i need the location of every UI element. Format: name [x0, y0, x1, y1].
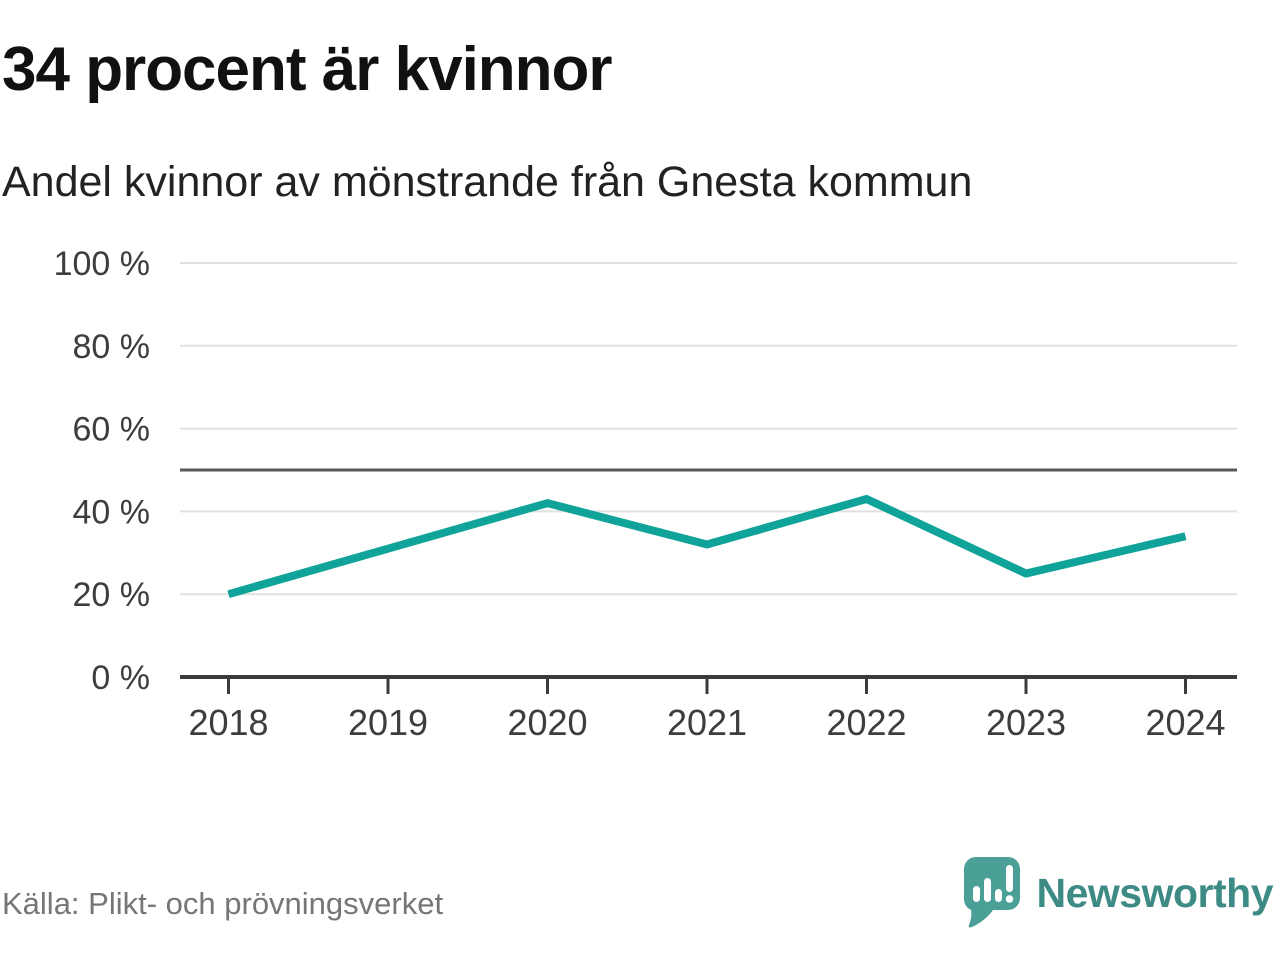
- line-chart: 2018 2019 2020 2021 2022 2023 2024 0 % 20 % 40 % 6…: [0, 238, 1280, 768]
- x-tick-label: 2019: [348, 702, 428, 743]
- newsworthy-logo-text: Newsworthy: [1036, 869, 1274, 916]
- y-tick-label: 0 %: [91, 659, 150, 697]
- newsworthy-logo-icon: [963, 857, 1020, 928]
- y-tick-label: 80 %: [73, 328, 151, 366]
- y-tick-label: 100 %: [54, 245, 150, 283]
- y-tick-label: 20 %: [73, 576, 151, 614]
- y-tick-label: 60 %: [73, 411, 151, 449]
- newsworthy-brand: Newsworthy: [963, 856, 1274, 930]
- x-tick-label: 2020: [507, 702, 587, 743]
- x-tick-label: 2022: [826, 702, 906, 743]
- x-tick-label: 2018: [188, 702, 268, 743]
- source-note: Källa: Plikt- och prövningsverket: [2, 886, 444, 921]
- x-tick-label: 2023: [986, 702, 1066, 743]
- chart-subtitle: Andel kvinnor av mönstrande från Gnesta …: [2, 158, 973, 206]
- logo-bar-3: [994, 889, 1002, 902]
- chart-title: 34 procent är kvinnor: [2, 35, 613, 104]
- x-tick-label: 2021: [667, 702, 747, 743]
- data-line: [227, 494, 1187, 599]
- logo-exclamation-dot: [1005, 895, 1013, 903]
- x-tick-label: 2024: [1145, 702, 1225, 743]
- logo-bar-2: [983, 878, 991, 902]
- logo-bubble-shape: [963, 857, 1020, 928]
- logo-bar-1: [972, 886, 980, 902]
- line-chart-svg: 2018 2019 2020 2021 2022 2023 2024 0 % 20 % 40 % 6…: [54, 245, 1237, 743]
- logo-exclamation-bar: [1005, 865, 1013, 892]
- y-tick-label: 40 %: [73, 493, 151, 531]
